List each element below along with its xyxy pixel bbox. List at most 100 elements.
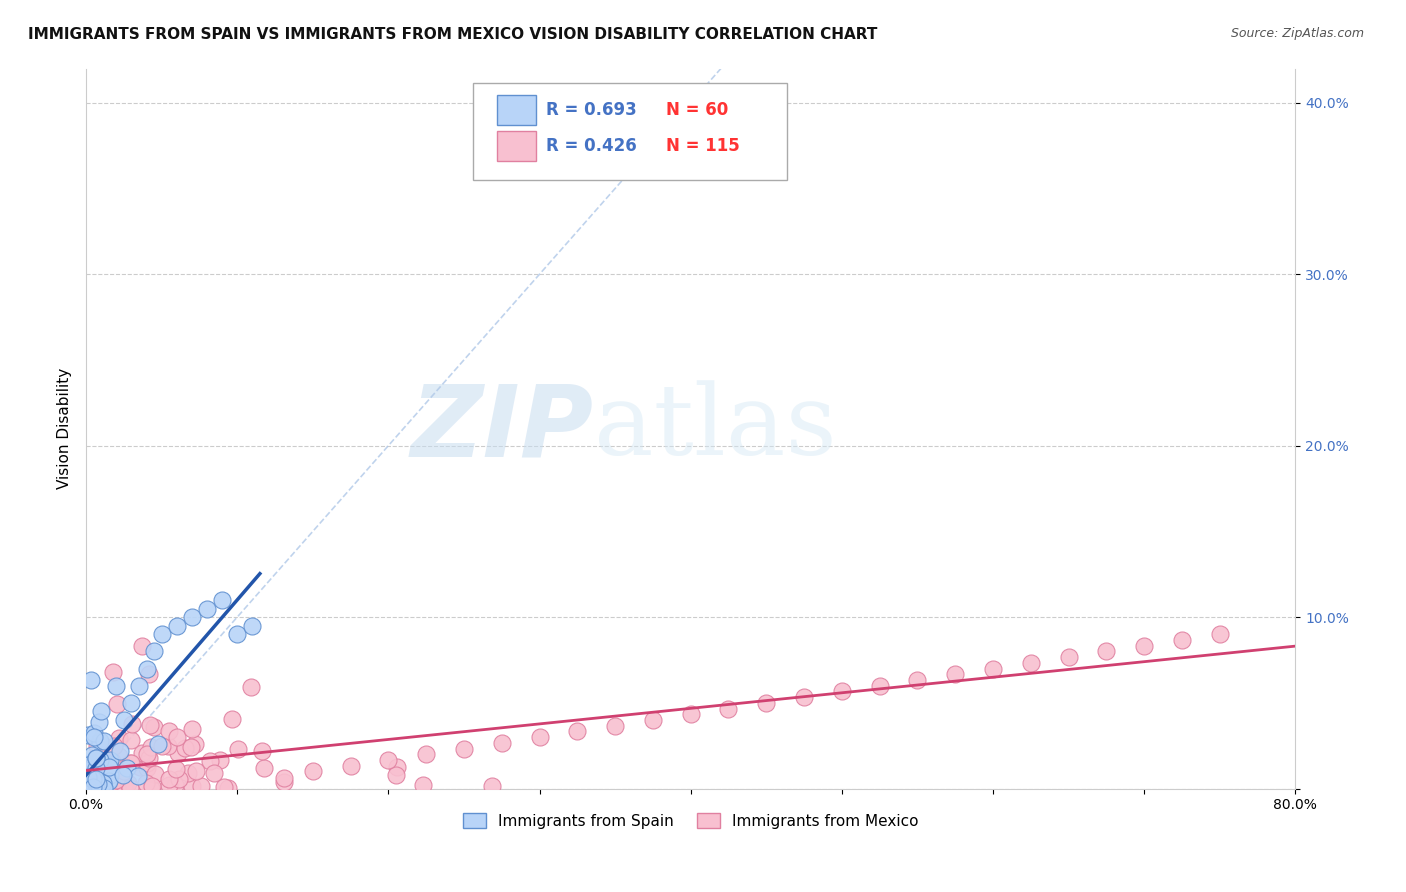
Point xyxy=(93,772,115,786)
Point xyxy=(89,734,111,748)
Point xyxy=(143,644,166,658)
Point xyxy=(101,754,124,768)
Text: atlas: atlas xyxy=(593,381,837,476)
Point xyxy=(943,667,966,681)
Point xyxy=(481,780,503,794)
Point xyxy=(755,696,778,710)
Point xyxy=(240,680,263,694)
Point xyxy=(202,765,225,780)
Point xyxy=(208,753,231,767)
Point xyxy=(138,667,160,681)
Point xyxy=(79,759,101,773)
Point xyxy=(339,758,361,772)
Point xyxy=(145,767,167,781)
Point xyxy=(141,779,163,793)
Point xyxy=(180,779,202,793)
Point xyxy=(567,724,589,739)
Point xyxy=(1057,650,1080,665)
Point xyxy=(83,730,105,744)
Point xyxy=(79,764,101,778)
Point xyxy=(97,779,120,793)
Point xyxy=(793,690,815,704)
Point xyxy=(108,731,131,745)
Point xyxy=(157,723,180,738)
Point xyxy=(139,740,162,755)
Point xyxy=(105,697,128,711)
Point xyxy=(82,764,104,779)
Point xyxy=(98,753,121,767)
Point xyxy=(195,601,218,615)
Point xyxy=(183,737,205,751)
Point xyxy=(93,781,115,796)
Point xyxy=(131,639,153,653)
Point xyxy=(76,728,98,742)
Text: Source: ZipAtlas.com: Source: ZipAtlas.com xyxy=(1230,27,1364,40)
Point xyxy=(180,740,202,755)
Point xyxy=(121,717,143,731)
Point xyxy=(146,737,169,751)
Point xyxy=(89,774,111,789)
Point xyxy=(120,733,142,747)
Point xyxy=(87,780,110,794)
Point xyxy=(226,627,249,641)
Point xyxy=(104,775,127,789)
Point xyxy=(86,752,108,766)
Point xyxy=(120,756,142,770)
Point xyxy=(98,774,121,789)
FancyBboxPatch shape xyxy=(472,83,787,180)
Point xyxy=(82,779,104,793)
Point xyxy=(120,696,142,710)
Point xyxy=(111,759,134,773)
Point xyxy=(273,774,295,789)
Point xyxy=(79,756,101,771)
Text: N = 115: N = 115 xyxy=(666,137,740,155)
Point xyxy=(82,748,104,763)
Point xyxy=(118,781,141,796)
Point xyxy=(717,701,740,715)
Point xyxy=(905,673,928,687)
Point xyxy=(80,673,103,687)
Point xyxy=(135,756,157,770)
Point xyxy=(103,739,125,753)
Point xyxy=(111,768,134,782)
Point xyxy=(96,757,118,772)
Point xyxy=(138,750,160,764)
Point xyxy=(93,734,115,748)
Point xyxy=(127,769,149,783)
Point xyxy=(250,744,273,758)
Point xyxy=(385,759,408,773)
Point xyxy=(82,772,104,786)
Point xyxy=(165,762,187,776)
Point xyxy=(76,765,98,780)
Point xyxy=(157,778,180,792)
Point xyxy=(98,767,121,781)
Point xyxy=(177,765,200,780)
Point xyxy=(96,768,118,782)
Point xyxy=(90,764,112,779)
Point xyxy=(169,772,191,786)
Point xyxy=(83,772,105,787)
Point xyxy=(115,761,138,775)
Point xyxy=(1133,639,1156,653)
Point xyxy=(221,713,243,727)
Point xyxy=(87,714,110,729)
Point xyxy=(84,751,107,765)
Point xyxy=(253,761,276,775)
Point xyxy=(603,719,626,733)
Point xyxy=(226,741,249,756)
Point xyxy=(83,776,105,790)
Point xyxy=(415,747,437,762)
Point xyxy=(135,747,157,762)
Point xyxy=(101,665,124,680)
Point xyxy=(981,661,1004,675)
Point xyxy=(86,739,108,753)
Point xyxy=(84,763,107,777)
Point xyxy=(1095,644,1118,658)
Point xyxy=(128,679,150,693)
Point xyxy=(136,761,159,775)
Point xyxy=(869,679,891,693)
Point xyxy=(180,610,202,624)
Point xyxy=(529,730,551,744)
FancyBboxPatch shape xyxy=(498,131,536,161)
Point xyxy=(82,764,104,779)
